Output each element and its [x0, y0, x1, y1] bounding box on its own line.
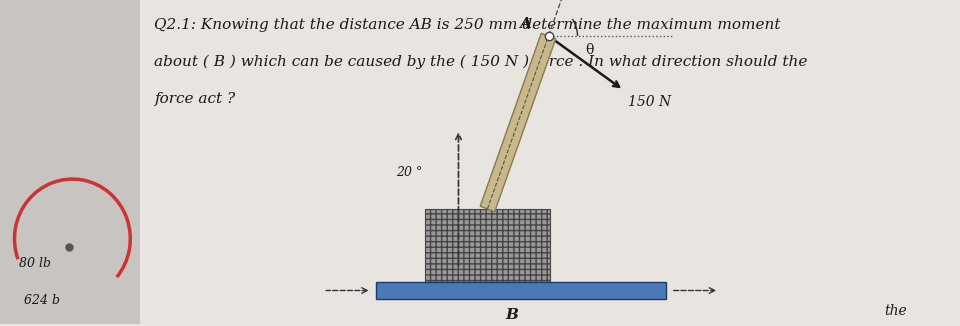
Text: Q2.1: Knowing that the distance AB is 250 mm determine the maximum moment: Q2.1: Knowing that the distance AB is 25…	[155, 18, 780, 32]
Bar	[376, 282, 666, 300]
Text: about ( B ) which can be caused by the ( 150 N ) force . In what direction shoul: about ( B ) which can be caused by the (…	[155, 55, 807, 69]
Text: θ: θ	[586, 43, 593, 57]
Text: A: A	[519, 17, 531, 31]
Bar	[424, 209, 550, 282]
Text: 624 b: 624 b	[24, 294, 60, 307]
Text: the: the	[884, 304, 907, 319]
Text: B: B	[505, 308, 518, 322]
Text: 80 lb: 80 lb	[19, 257, 51, 270]
Text: force act ?: force act ?	[155, 92, 235, 106]
Bar	[0, 0, 140, 324]
Text: 150 N: 150 N	[629, 95, 672, 109]
Text: 20 °: 20 °	[396, 166, 421, 179]
Polygon shape	[480, 33, 556, 212]
